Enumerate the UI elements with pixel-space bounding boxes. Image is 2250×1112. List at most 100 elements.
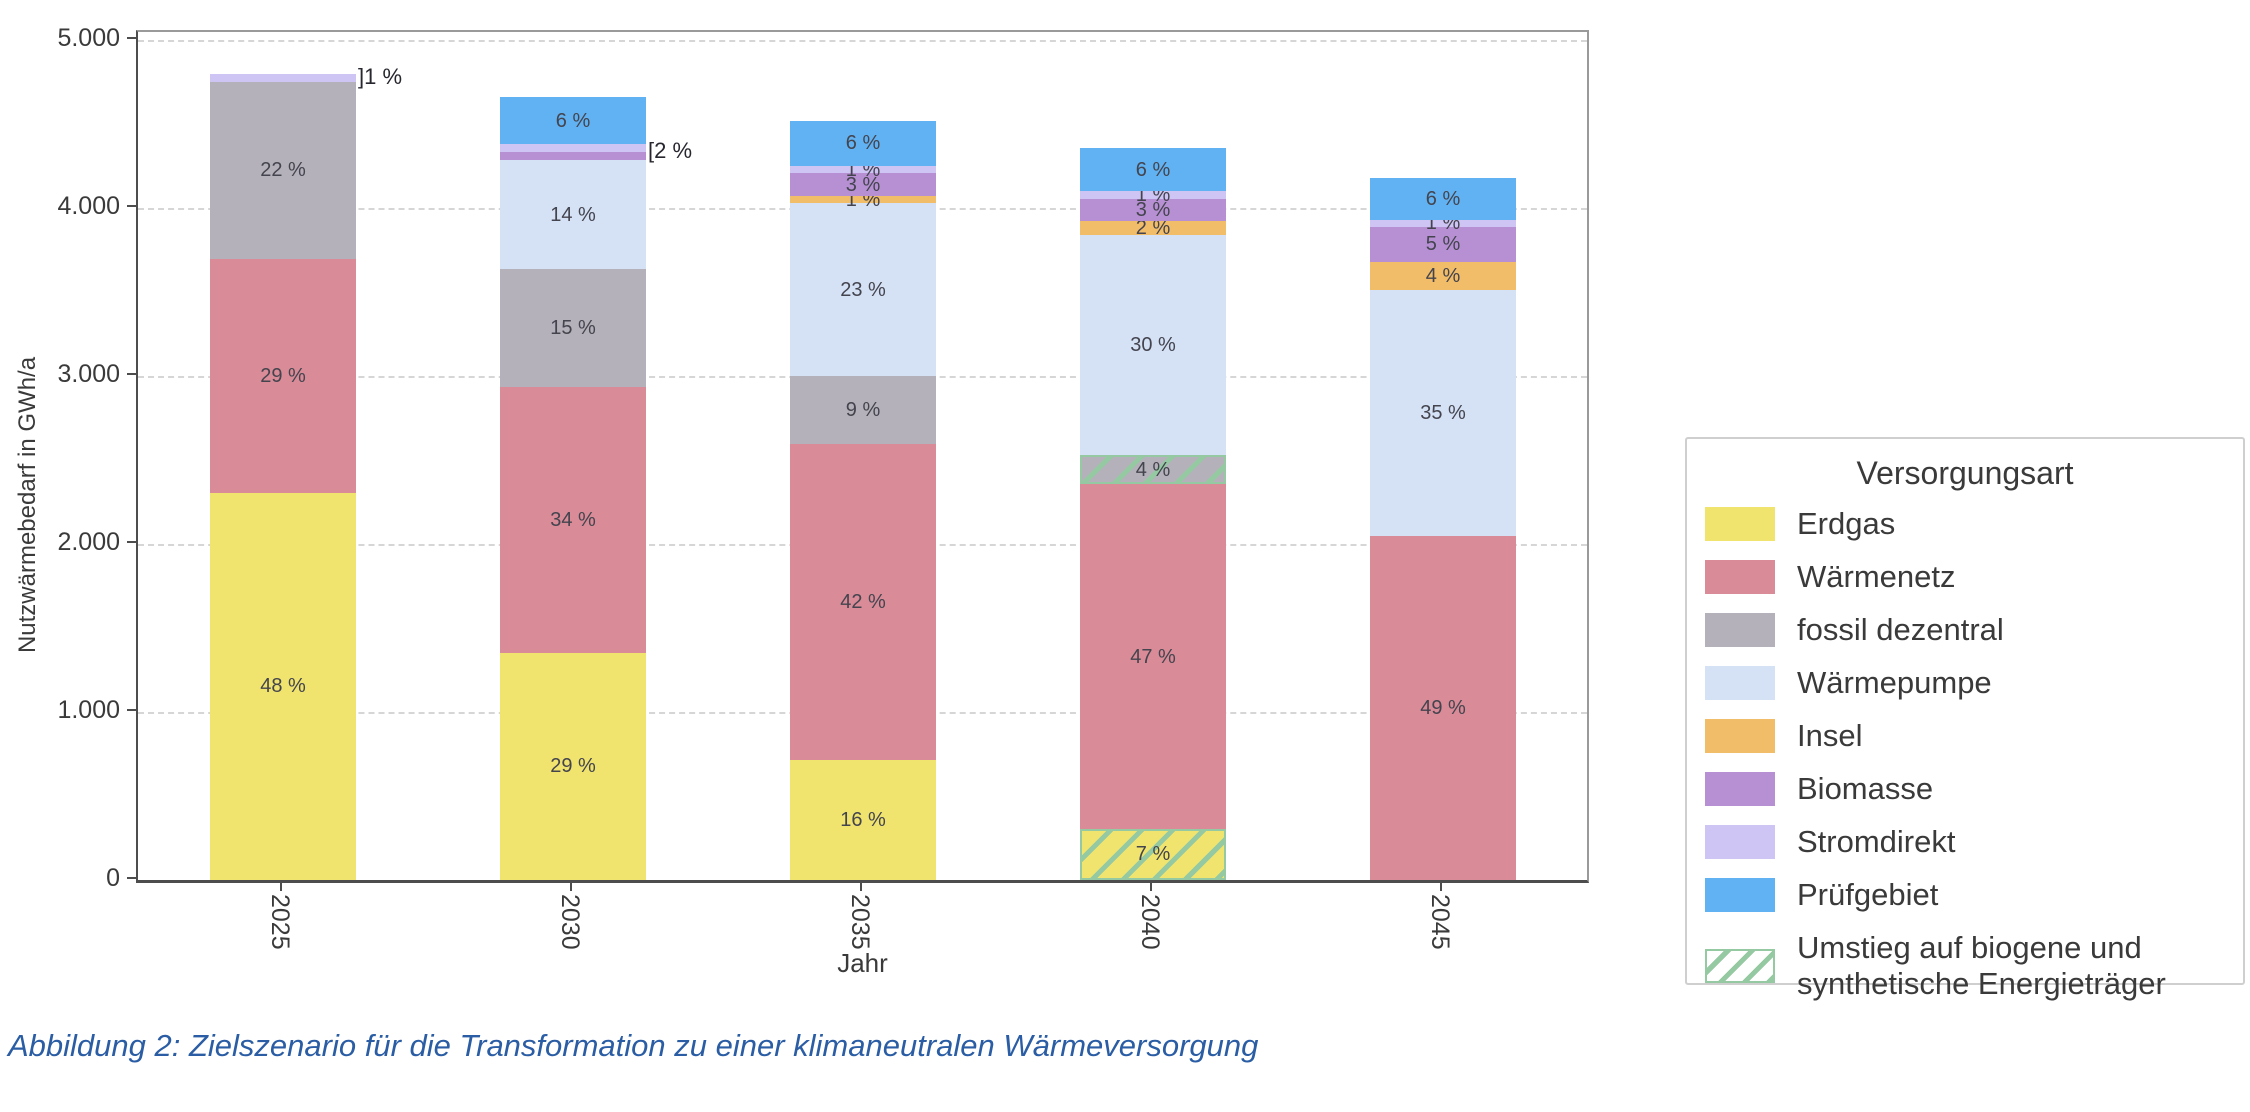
- segment-2045-Wärmenetz: [1370, 535, 1516, 880]
- legend-item-label: Wärmepumpe: [1797, 665, 1992, 700]
- legend-item-2: fossil dezentral: [1705, 612, 2225, 648]
- segment-2045-Prüfgebiet: [1370, 177, 1516, 220]
- segment-2030-fossil dezentral: [500, 269, 646, 387]
- legend-item-label: Biomasse: [1797, 771, 1934, 806]
- x-tick-mark: [1440, 881, 1442, 891]
- x-axis-title: Jahr: [837, 948, 888, 978]
- segment-label-2040-Erdgas: 7 %: [1135, 843, 1171, 866]
- segment-label-2040-Wärmepumpe: 30 %: [1130, 334, 1176, 357]
- plot-area: 48 % 29 % 22 % 29 % 34 % 15 % 14 % 6 % 16 % 42 % 9…: [136, 30, 1589, 883]
- segment-2045-Wärmepumpe: [1370, 290, 1516, 536]
- segment-2035-Wärmepumpe: [790, 203, 936, 377]
- segment-label-2035-Prüfgebiet: 6 %: [845, 132, 881, 155]
- segment-label-2035-Biomasse: 3 %: [845, 173, 881, 196]
- x-tick-label-2035: 2035: [846, 894, 874, 950]
- legend-item-7: Prüfgebiet: [1705, 877, 2225, 913]
- segment-2040-Wärmenetz: [1080, 484, 1226, 829]
- legend-swatch-icon: [1705, 719, 1775, 753]
- y-tick-mark: [127, 541, 136, 543]
- x-tick-label-2040: 2040: [1136, 894, 1164, 950]
- legend-item-label: Erdgas: [1797, 506, 1896, 541]
- bar-2040: 7 % 47 % 4 % 30 % 2 % 3 % 1 % 6 %: [1080, 147, 1226, 880]
- bar-2030: 29 % 34 % 15 % 14 % 6 %: [500, 97, 646, 880]
- legend-item-label: Insel: [1797, 718, 1863, 753]
- figure-caption: Abbildung 2: Zielszenario für die Transf…: [8, 1028, 1259, 1063]
- legend-item-0: Erdgas: [1705, 506, 2225, 542]
- segment-2030-Biomasse: [500, 151, 646, 160]
- x-tick-label-2045: 2045: [1426, 894, 1454, 950]
- segment-2035-Erdgas: [790, 759, 936, 880]
- segment-label-2045-Prüfgebiet: 6 %: [1425, 187, 1461, 210]
- sliver-annotation-2025: ]1 %: [358, 63, 403, 89]
- x-tick-label-2030: 2030: [556, 894, 584, 950]
- segment-2030-Prüfgebiet: [500, 97, 646, 145]
- legend-swatch-icon: [1705, 507, 1775, 541]
- y-tick-label-5000: 5.000: [57, 24, 120, 52]
- x-tick-mark: [570, 881, 572, 891]
- segment-2030-Erdgas: [500, 652, 646, 880]
- segment-2040-Prüfgebiet: [1080, 147, 1226, 192]
- x-tick-label-2025: 2025: [266, 894, 294, 950]
- segment-label-2025-Erdgas: 48 %: [260, 675, 306, 698]
- segment-label-2040-fossil dezentral: 4 %: [1135, 458, 1171, 481]
- segment-label-2035-Wärmenetz: 42 %: [840, 590, 886, 613]
- segment-label-2040-Wärmenetz: 47 %: [1130, 645, 1176, 668]
- legend-title: Versorgungsart: [1856, 455, 2074, 491]
- legend-item-4: Insel: [1705, 718, 2225, 754]
- y-tick-label-2000: 2.000: [57, 528, 120, 556]
- legend-item-3: Wärmepumpe: [1705, 665, 2225, 701]
- segment-2030-Wärmepumpe: [500, 159, 646, 270]
- legend-box: Versorgungsart Erdgas Wärmenetz fossil dez…: [1685, 437, 2245, 1001]
- segment-label-2030-Wärmenetz: 34 %: [550, 508, 596, 531]
- y-axis-title: Nutzwärmebedarf in GWh/a: [14, 356, 41, 654]
- segment-2025-fossil dezentral: [210, 81, 356, 260]
- segment-label-2040-Biomasse: 3 %: [1135, 198, 1171, 221]
- legend-item-1: Wärmenetz: [1705, 559, 2225, 595]
- segment-2030-Stromdirekt: [500, 144, 646, 152]
- y-tick-mark: [127, 373, 136, 375]
- y-tick-label-0: 0: [106, 864, 120, 892]
- segment-label-2030-Erdgas: 29 %: [550, 755, 596, 778]
- segment-2035-Prüfgebiet: [790, 120, 936, 166]
- legend-swatch-icon: [1705, 825, 1775, 859]
- segment-2045-Stromdirekt: [1370, 219, 1516, 227]
- legend-item-8: Umstieg auf biogene und synthetische Ene…: [1705, 930, 2225, 1002]
- legend-item-label: Umstieg auf biogene und synthetische Ene…: [1797, 930, 2166, 1001]
- segment-2035-Wärmenetz: [790, 443, 936, 760]
- x-tick-mark: [860, 881, 862, 891]
- segment-label-2035-Erdgas: 16 %: [840, 808, 886, 831]
- segment-2035-fossil dezentral: [790, 376, 936, 444]
- legend-swatch-icon: [1705, 666, 1775, 700]
- segment-2025-Stromdirekt: [210, 73, 356, 82]
- legend-item-6: Stromdirekt: [1705, 824, 2225, 860]
- segment-2040-Insel: [1080, 220, 1226, 236]
- segment-label-2040-Insel: 2 %: [1135, 217, 1171, 240]
- segment-2045-Insel: [1370, 262, 1516, 291]
- legend-item-5: Biomasse: [1705, 771, 2225, 807]
- segment-label-2030-Wärmepumpe: 14 %: [550, 203, 596, 226]
- segment-label-2045-Wärmenetz: 49 %: [1420, 696, 1466, 719]
- segment-2040-Biomasse: [1080, 198, 1226, 221]
- x-tick-mark: [1150, 881, 1152, 891]
- y-tick-label-1000: 1.000: [57, 696, 120, 724]
- segment-2040-Wärmepumpe: [1080, 235, 1226, 456]
- segment-label-2045-Insel: 4 %: [1425, 265, 1461, 288]
- segment-label-2045-Biomasse: 5 %: [1425, 233, 1461, 256]
- legend-swatch-icon: [1705, 772, 1775, 806]
- segment-label-2035-Wärmepumpe: 23 %: [840, 278, 886, 301]
- legend-item-label: Wärmenetz: [1797, 559, 1956, 594]
- segment-label-2025-Wärmenetz: 29 %: [260, 365, 306, 387]
- legend-swatch-icon: [1705, 878, 1775, 912]
- y-tick-mark: [127, 205, 136, 207]
- segment-label-2045-Wärmepumpe: 35 %: [1420, 402, 1466, 425]
- legend-item-label: Prüfgebiet: [1797, 877, 1939, 912]
- segment-label-2035-fossil dezentral: 9 %: [845, 399, 881, 422]
- bar-2045: 49 % 35 % 4 % 5 % 1 % 6 %: [1370, 177, 1516, 880]
- x-tick-mark: [280, 881, 282, 891]
- bar-2035: 16 % 42 % 9 % 23 % 1 % 3 % 1 % 6 %: [790, 120, 936, 880]
- gridline-5000: [138, 40, 1587, 42]
- y-tick-mark: [127, 37, 136, 39]
- segment-2035-Insel: [790, 195, 936, 204]
- segment-label-2025-fossil dezentral: 22 %: [260, 159, 306, 182]
